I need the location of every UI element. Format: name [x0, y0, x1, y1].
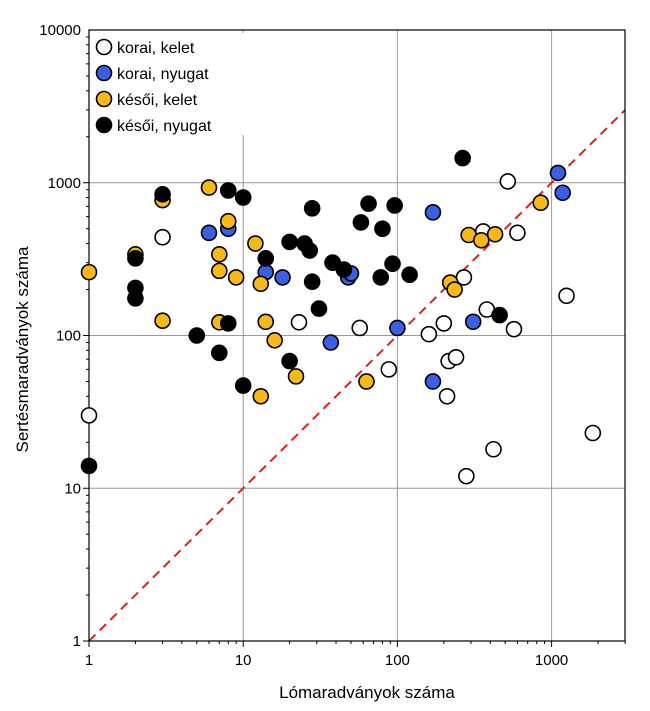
data-point-korai-kelet	[438, 387, 456, 405]
data-point-k-s-i-kelet	[200, 179, 218, 196]
data-point-k-s-i-nyugat	[303, 200, 321, 217]
data-point-k-s-i-nyugat	[386, 197, 403, 214]
data-point-k-s-i-nyugat	[281, 352, 298, 370]
y-tick-label: 10000	[39, 22, 81, 39]
data-point-korai-nyugat	[200, 224, 218, 242]
data-point-k-s-i-nyugat	[301, 242, 319, 259]
y-tick-label: 10	[64, 480, 81, 497]
x-tick-label: 100	[385, 652, 410, 669]
data-point-k-s-i-nyugat	[310, 300, 328, 317]
data-point-k-s-i-kelet	[252, 387, 270, 405]
data-point-korai-kelet	[584, 424, 602, 442]
y-axis-ticks: 1 10 100 1000 10000	[39, 22, 89, 650]
data-point-korai-kelet	[499, 173, 517, 190]
data-point-k-s-i-nyugat	[127, 290, 144, 307]
data-point-korai-nyugat	[424, 373, 442, 390]
data-point-k-s-i-kelet	[532, 194, 550, 212]
data-point-k-s-i-nyugat	[281, 233, 298, 251]
data-point-korai-kelet	[458, 467, 475, 485]
data-point-k-s-i-kelet	[227, 269, 245, 286]
data-point-k-s-i-nyugat	[352, 214, 370, 231]
data-point-korai-kelet	[290, 314, 308, 331]
reference-line-y-equals-x	[88, 109, 626, 642]
data-point-k-s-i-nyugat	[360, 195, 377, 212]
data-point-korai-nyugat	[389, 319, 406, 337]
legend-marker	[95, 116, 113, 134]
data-point-k-s-i-nyugat	[372, 269, 390, 286]
data-point-korai-nyugat	[322, 334, 340, 351]
data-point-korai-kelet	[485, 440, 502, 458]
data-point-k-s-i-kelet	[154, 312, 171, 329]
data-point-korai-nyugat	[554, 184, 571, 202]
legend-marker	[95, 64, 113, 82]
legend: korai, kelet korai, nyugat késői, kelet kés…	[92, 33, 250, 135]
data-point-k-s-i-nyugat	[303, 273, 321, 291]
y-axis-label: Sertésmaradványok száma	[13, 246, 32, 453]
data-point-k-s-i-kelet	[287, 368, 305, 385]
data-point-k-s-i-kelet	[266, 332, 283, 349]
data-point-k-s-i-kelet	[446, 281, 463, 298]
y-tick-label: 1000	[48, 175, 81, 192]
data-point-k-s-i-kelet	[80, 263, 98, 281]
data-point-k-s-i-nyugat	[491, 306, 508, 324]
data-point-k-s-i-nyugat	[219, 315, 237, 332]
y-tick-label: 100	[56, 328, 81, 345]
legend-label: késői, kelet	[117, 92, 198, 109]
data-point-k-s-i-nyugat	[211, 344, 228, 362]
data-point-korai-kelet	[447, 348, 465, 366]
data-point-k-s-i-kelet	[247, 235, 264, 252]
data-point-korai-nyugat	[424, 204, 442, 221]
data-point-korai-kelet	[80, 407, 98, 424]
legend-background	[92, 33, 250, 135]
data-point-k-s-i-nyugat	[384, 255, 401, 273]
legend-label: korai, kelet	[117, 40, 195, 57]
x-tick-label: 1	[85, 652, 93, 669]
data-point-k-s-i-kelet	[257, 313, 275, 331]
data-point-k-s-i-nyugat	[234, 377, 252, 394]
data-point-k-s-i-kelet	[211, 262, 228, 280]
data-point-k-s-i-kelet	[211, 246, 228, 263]
data-point-korai-kelet	[380, 361, 398, 378]
y-tick-label: 1	[73, 633, 81, 650]
legend-marker	[95, 38, 113, 56]
data-point-k-s-i-nyugat	[154, 186, 171, 203]
data-point-k-s-i-nyugat	[234, 189, 252, 206]
data-point-k-s-i-kelet	[472, 231, 490, 249]
x-tick-label: 1000	[535, 652, 568, 669]
data-point-k-s-i-kelet	[219, 212, 237, 230]
data-point-korai-kelet	[154, 228, 171, 246]
data-point-k-s-i-nyugat	[454, 149, 471, 167]
legend-label: késői, nyugat	[117, 118, 212, 135]
data-point-k-s-i-nyugat	[219, 182, 237, 199]
data-point-k-s-i-nyugat	[127, 250, 144, 267]
data-point-k-s-i-kelet	[486, 225, 504, 243]
data-points	[80, 149, 602, 485]
data-point-korai-kelet	[505, 320, 523, 338]
data-point-korai-kelet	[420, 325, 438, 343]
data-point-korai-kelet	[509, 224, 526, 242]
x-axis-label: Lómaradványok száma	[279, 683, 455, 702]
data-point-korai-kelet	[558, 287, 575, 305]
legend-items: korai, kelet korai, nyugat késői, kelet kés…	[95, 38, 212, 135]
data-point-korai-kelet	[435, 315, 453, 332]
legend-marker	[95, 90, 113, 108]
data-point-korai-nyugat	[274, 269, 291, 286]
data-point-k-s-i-nyugat	[80, 457, 98, 475]
data-point-korai-nyugat	[464, 313, 482, 331]
data-point-k-s-i-kelet	[252, 275, 270, 293]
data-point-k-s-i-nyugat	[401, 266, 418, 284]
x-axis-ticks: 1 10 100 1000	[85, 641, 626, 669]
data-point-korai-nyugat	[549, 164, 567, 182]
x-tick-label: 10	[235, 652, 252, 669]
data-point-k-s-i-nyugat	[257, 250, 275, 267]
data-point-k-s-i-nyugat	[335, 261, 353, 278]
data-point-korai-kelet	[351, 319, 369, 337]
data-point-k-s-i-nyugat	[374, 220, 391, 238]
data-point-k-s-i-kelet	[358, 373, 375, 390]
data-point-k-s-i-nyugat	[188, 327, 206, 344]
legend-label: korai, nyugat	[117, 66, 209, 83]
